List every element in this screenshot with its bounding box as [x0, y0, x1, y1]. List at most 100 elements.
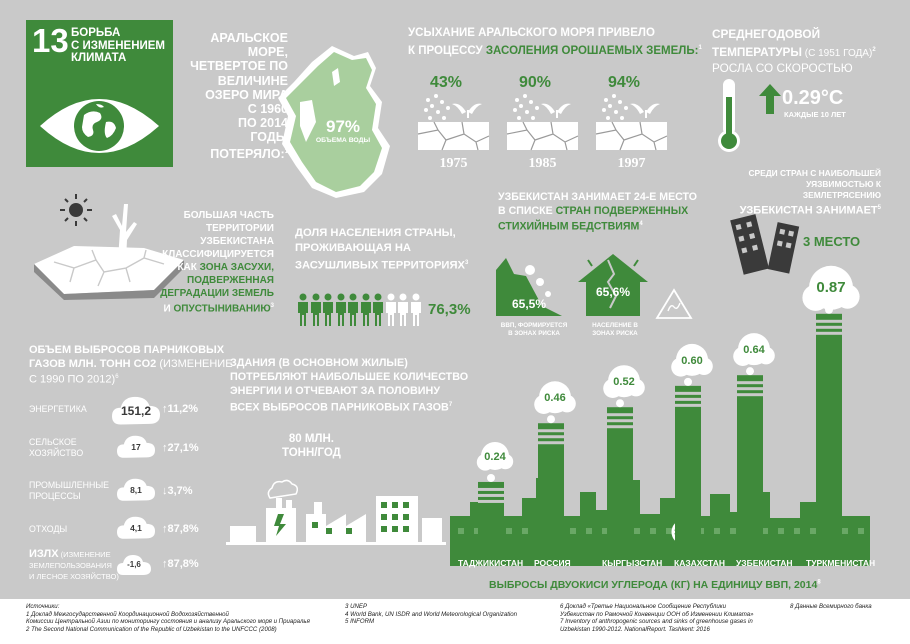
factory-window [458, 528, 464, 534]
sdg13-badge: 13 БОРЬБА С ИЗМЕНЕНИЕМ КЛИМАТА [26, 20, 173, 167]
person-icon [310, 293, 321, 326]
cracked-soil-icon [506, 94, 579, 151]
lulucf-cloud [117, 555, 151, 575]
factory-window [634, 528, 640, 534]
emission-value: 4,1 [130, 523, 142, 533]
emission-category-label: СЕЛЬСКОЕ ХОЗЯЙСТВО [29, 437, 84, 458]
smoke-cloud [558, 394, 576, 413]
person-icon [348, 293, 358, 326]
smoke-cloud [476, 453, 494, 471]
chimney-value-label: 0.24 [484, 451, 506, 463]
arrow-up-icon: ↑ [162, 403, 168, 415]
footnotes-col-2: 3 UNEP 4 World Bank, UN ISDR and World Me… [345, 603, 518, 625]
factory-window [794, 528, 800, 534]
chimney-band [737, 381, 763, 385]
cloud-icon [117, 478, 155, 501]
chimney-value-label: 0.52 [613, 376, 634, 388]
chimney-band [538, 429, 564, 433]
smoke-cloud [733, 346, 753, 366]
smoke-puff [547, 415, 555, 424]
footnotes-col-1: Источники: 1 Доклад Межгосударственной Ко… [26, 603, 310, 633]
chimney-bar [816, 313, 842, 566]
footnotes-col-3: 6 Доклад «Третье Национальное Сообщение … [560, 603, 754, 633]
footnotes-col-4: 8 Данные Всемирного банка [790, 603, 872, 610]
chimney-band [816, 325, 842, 329]
aral-pct-label: ОБЪЕМА ВОДЫ [315, 137, 371, 144]
factory-window [650, 528, 656, 534]
person-icon [323, 293, 333, 326]
chimney-bar [607, 407, 633, 566]
collapsing-buildings-icon [730, 214, 800, 275]
chimney-band [816, 319, 842, 323]
cloud-icon [112, 396, 160, 425]
person-icon [385, 293, 396, 326]
population-risk-pct: 65,6% [596, 285, 631, 299]
salinization-pct: 90% [519, 74, 552, 91]
smoke-cloud [802, 284, 829, 311]
buildings-value: 80 МЛН. ТОНН/ГОД [282, 433, 341, 459]
salinization-pct: 94% [608, 74, 641, 91]
chimney-band [607, 413, 633, 417]
earthquake-text: СРЕДИ СТРАН С НАИБОЛЬШЕЙ УЯЗВИМОСТЬЮ К ЗЕ… [739, 168, 881, 217]
person-icon [360, 293, 371, 326]
smoke-puff [616, 399, 624, 408]
chimney-band [816, 331, 842, 335]
chimney-band [675, 397, 701, 401]
sdg-number: 13 [32, 22, 69, 59]
factory-window [810, 528, 816, 534]
earthquake-rank: 3 МЕСТО [803, 234, 861, 249]
lulucf-label: ИЗЛХ (ИЗМЕНЕНИЕ ЗЕМЛЕПОЛЬЗОВАНИЯ И ЛЕСНО… [29, 548, 119, 582]
smoke-cloud [497, 453, 514, 470]
factory-window [714, 528, 720, 534]
chimney-category-label: ТУРКМЕНИСТАН [806, 558, 875, 568]
buildings-text: ЗДАНИЯ (В ОСНОВНОМ ЖИЛЫЕ) ПОТРЕБЛЯЮТ НАИБ… [230, 357, 469, 414]
salinization-year: 1975 [439, 156, 468, 171]
chimney-bar [538, 423, 564, 566]
smoke-puff [684, 377, 692, 386]
disasters-text: УЗБЕКИСТАН ЗАНИМАЕТ 24-Е МЕСТО В СПИСКЕ … [498, 191, 697, 233]
factory-window [778, 528, 784, 534]
chimney-band [538, 441, 564, 445]
chimney-category-label: РОССИЯ [534, 558, 571, 568]
emission-category-label: ЭНЕРГЕТИКА [29, 404, 87, 414]
dry-land-icon [34, 194, 184, 300]
salinization-pct: 43% [430, 74, 463, 91]
smoke-puff [825, 305, 833, 314]
smoke-cloud [671, 357, 691, 377]
chimney-bar [737, 375, 763, 566]
cracked-soil-icon [595, 94, 668, 151]
eye-globe-icon [40, 99, 159, 153]
chimney-value-label: 0.46 [544, 392, 565, 404]
chimney-category-label: КАЗАХСТАН [674, 558, 725, 568]
smoke-cloud [695, 357, 713, 376]
arrow-up-icon: ↑ [162, 523, 168, 535]
thermometer-icon [718, 79, 740, 152]
emission-change: ↑87,8% [162, 523, 199, 535]
chimney-category-label: УЗБЕКИСТАН [736, 558, 793, 568]
smoke-puff [746, 367, 754, 376]
aral-text: АРАЛЬСКОЕ МОРЕ, ЧЕТВЕРТОЕ ПО ВЕЛИЧИНЕ ОЗЕРО… [190, 31, 288, 161]
cracked-soil-icon [417, 94, 490, 151]
factory-window [586, 528, 592, 534]
co2-chimney-chart: 0.24 0.46 0.52 0.60 0.64 0.87 ТАДЖИКИСТАН РОССИ… [450, 265, 875, 568]
emission-value: 17 [131, 442, 141, 452]
factory-window [570, 528, 576, 534]
emission-category-label: ОТХОДЫ [29, 524, 68, 534]
arrow-up-icon: ↑ [162, 442, 168, 454]
factory-window [858, 528, 864, 534]
chimney-band [538, 435, 564, 439]
arrow-down-icon: ↓ [162, 485, 168, 497]
chimney-band [607, 425, 633, 429]
population-value: 76,3% [428, 301, 471, 318]
chimney-band [478, 493, 504, 497]
smoke-puff [487, 473, 495, 482]
factory-window [522, 528, 528, 534]
chimney-category-label: ТАДЖИКИСТАН [458, 558, 523, 568]
emission-value: 151,2 [120, 404, 152, 418]
factory-window [762, 528, 768, 534]
smoke-cloud [603, 378, 623, 399]
smoke-cloud [627, 378, 645, 397]
chimney-category-label: КЫРГЫЗСТАН [602, 558, 662, 568]
smoke-cloud [534, 394, 554, 415]
